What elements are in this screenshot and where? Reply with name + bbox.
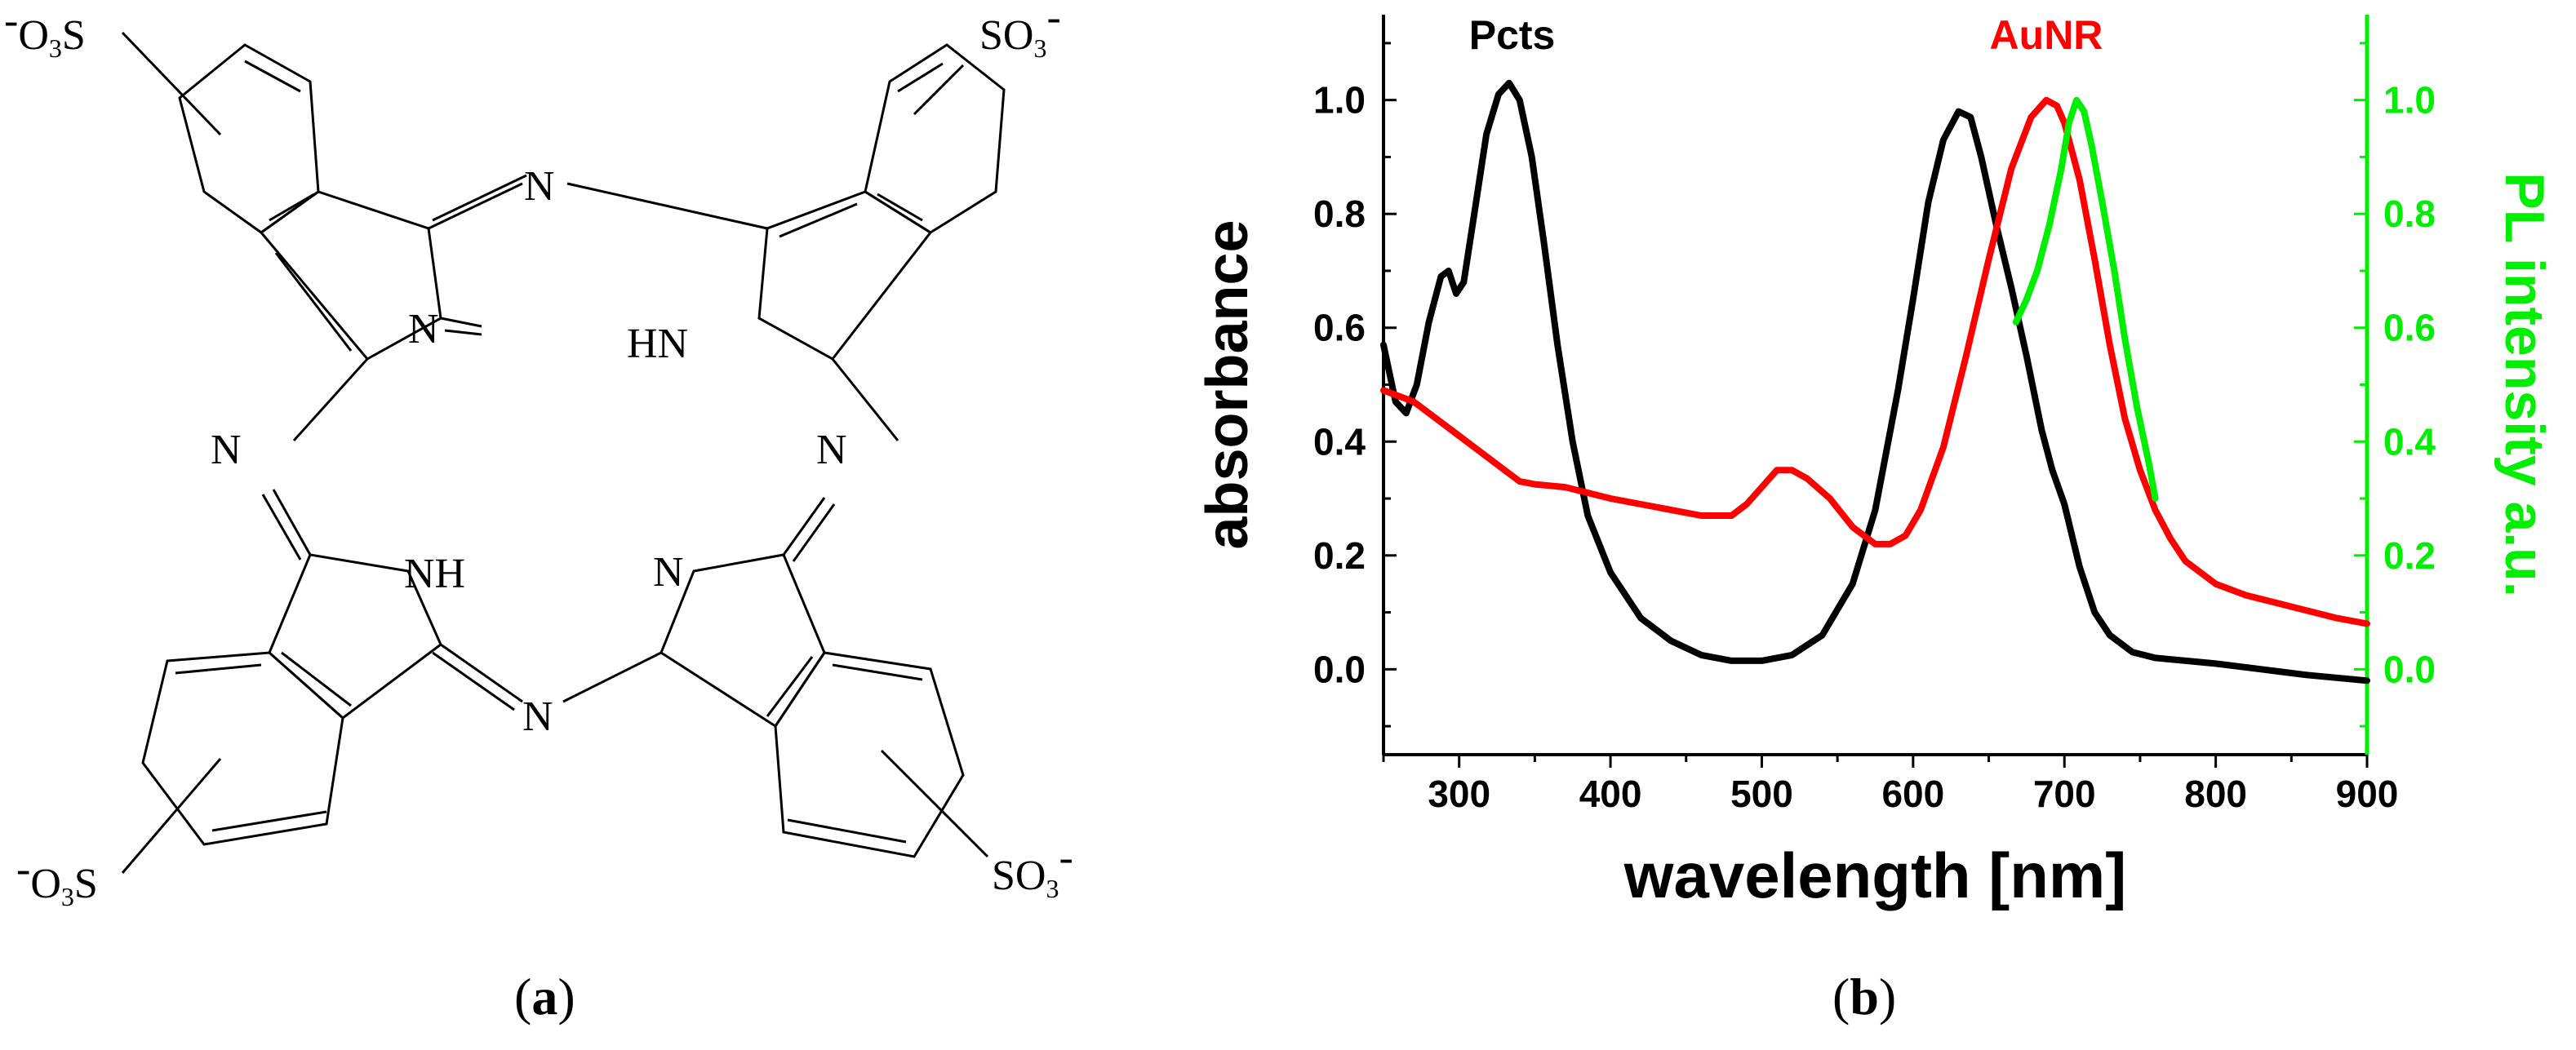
series-line-pcts <box>1380 79 2370 684</box>
x-axis-title: wavelength [nm] <box>1623 840 2126 911</box>
atom-n-bridge-bottom: N <box>522 693 553 740</box>
y2-tick-label: 1.0 <box>2383 79 2436 122</box>
absorbance-pl-chart: 300 400 500 600 700 800 900 0.0 0.2 0.4 0.6 0.8 1.0 0… <box>1195 12 2556 911</box>
sulfonate-bottomright: SO3- <box>992 835 1073 903</box>
atom-n-topright: HN <box>627 321 688 367</box>
y-tick-label: 1.0 <box>1313 79 1366 122</box>
atom-n-bridge-left: N <box>211 427 242 473</box>
y2-axis-title: PL intensity a.u. <box>2494 172 2556 596</box>
sulfonate-topright: SO3- <box>979 0 1061 63</box>
y-tick-label: 0.4 <box>1313 420 1366 463</box>
series-line-aunr <box>1380 96 2370 627</box>
panel-label-b: (b) <box>1832 968 1897 1026</box>
sulfonate-bottomleft: -O3S <box>16 846 98 911</box>
y-axis-title: absorbance <box>1195 219 1260 549</box>
plot-axes <box>1382 15 2369 768</box>
panel-label-a: (a) <box>514 968 575 1026</box>
atom-n-bottomright: N <box>653 549 684 596</box>
x-tick-label: 800 <box>2184 773 2247 815</box>
pyrrole-ring-bottomright <box>660 553 826 729</box>
y-tick-label: 0.2 <box>1313 534 1366 577</box>
chemical-structure: N N HN N N NH N N -O3S SO3- -O3S SO3- <box>4 0 1073 911</box>
y2-tick-label: 0.2 <box>2383 534 2436 577</box>
x-tick-label: 700 <box>2033 773 2096 815</box>
y-tick-label: 0.6 <box>1313 307 1366 349</box>
y2-tick-label: 0.8 <box>2383 193 2436 235</box>
series-line-pl <box>2012 96 2159 502</box>
atom-n-bridge-right: N <box>816 427 847 473</box>
y2-tick-label: 0.4 <box>2383 420 2436 463</box>
plot-text: 300 400 500 600 700 800 900 0.0 0.2 0.4 0.6 0.8 1.0 0… <box>1195 12 2556 911</box>
atom-n-bottomleft: NH <box>404 551 465 597</box>
x-tick-label: 600 <box>1881 773 1944 815</box>
y-tick-label: 0.8 <box>1313 193 1366 235</box>
atom-n-topleft: N <box>408 306 439 352</box>
x-tick-label: 500 <box>1730 773 1793 815</box>
atom-n-bridge-top: N <box>524 163 555 210</box>
y2-tick-label: 0.0 <box>2383 648 2436 690</box>
pyrrole-ring-topleft <box>259 190 442 361</box>
sulfonate-topleft: -O3S <box>4 0 86 63</box>
annotation-label: Pcts <box>1469 12 1556 58</box>
plot-series <box>1380 79 2370 684</box>
y-tick-label: 0.0 <box>1313 648 1366 690</box>
x-tick-label: 400 <box>1579 773 1642 815</box>
pyrrole-ring-bottomleft <box>268 553 442 720</box>
annotation-label: AuNR <box>1990 12 2103 58</box>
x-tick-label: 300 <box>1428 773 1490 815</box>
y2-tick-label: 0.6 <box>2383 307 2436 349</box>
pyrrole-ring-topright <box>757 190 933 361</box>
x-tick-label: 900 <box>2336 773 2399 815</box>
